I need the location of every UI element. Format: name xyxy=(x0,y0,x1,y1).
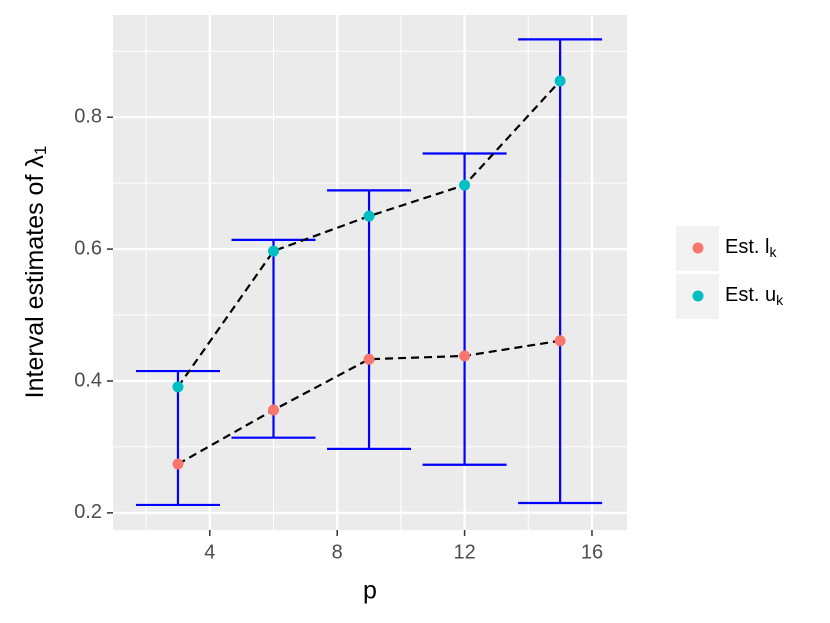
point xyxy=(268,404,280,416)
point xyxy=(554,335,566,347)
point xyxy=(459,350,471,362)
y-title-sub: 1 xyxy=(31,146,50,155)
y-title-main: Interval estimates of λ xyxy=(21,155,49,399)
error-bar xyxy=(518,38,603,505)
legend-label-main: Est. u xyxy=(725,284,776,306)
error-bar xyxy=(327,189,412,450)
marks xyxy=(135,38,603,507)
point xyxy=(554,75,566,87)
legend-marker xyxy=(692,242,704,254)
x-axis-title: p xyxy=(363,577,377,605)
point xyxy=(172,381,184,393)
x-tick-label: 16 xyxy=(581,541,603,563)
series-line xyxy=(177,339,561,466)
x-tick-label: 4 xyxy=(204,541,215,563)
legend-label: Est. uk xyxy=(725,284,784,307)
x-tick-label: 8 xyxy=(332,541,343,563)
y-tick-label: 0.6 xyxy=(74,237,102,259)
point xyxy=(268,245,280,257)
legend-marker xyxy=(692,290,704,302)
y-axis-title: Interval estimates of λ1 xyxy=(21,146,51,399)
y-tick-label: 0.2 xyxy=(74,501,102,523)
point xyxy=(363,353,375,365)
legend-label-main: Est. l xyxy=(725,236,769,258)
error-bar xyxy=(135,369,220,507)
legend-label: Est. lk xyxy=(725,236,777,259)
point xyxy=(172,458,184,470)
legend-label-sub: k xyxy=(776,292,784,308)
y-tick-label: 0.4 xyxy=(74,369,102,391)
y-tick-label: 0.8 xyxy=(74,105,102,127)
legend-label-sub: k xyxy=(769,244,777,260)
point xyxy=(363,210,375,222)
x-tick-label: 12 xyxy=(453,541,475,563)
point xyxy=(459,179,471,191)
